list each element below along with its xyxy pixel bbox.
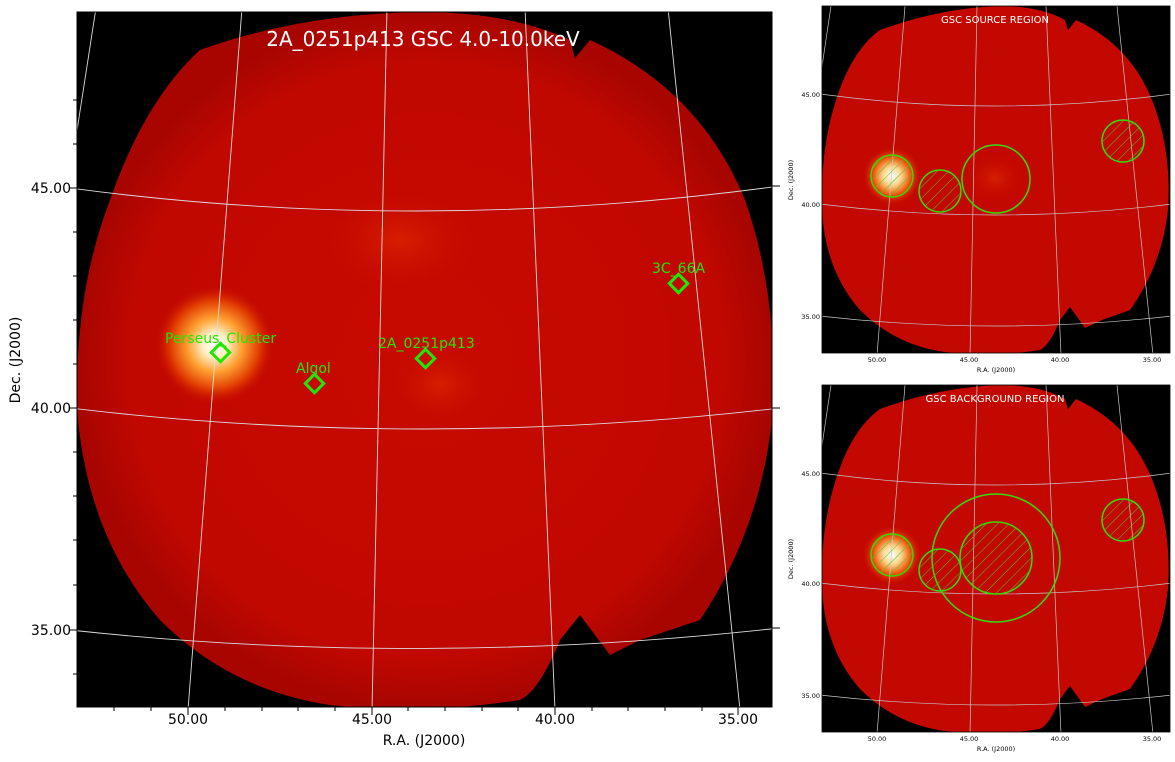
main-source-markers [209,272,690,395]
source-ylabel: Dec. (J2000) [787,160,795,200]
perseus-label: Perseus_Cluster [165,331,276,347]
background-region-panel: GSC BACKGROUND REGION 50.00 45.00 40.00 … [780,379,1175,758]
main-title: 2A_0251p413 GSC 4.0-10.0keV [266,27,580,51]
source-xtick-45: 45.00 [960,356,979,364]
background-ytick-35: 35.00 [801,692,820,700]
2a-marker[interactable] [414,347,437,370]
background-xtick-50: 50.00 [868,735,887,743]
source-algol-region[interactable] [918,169,962,213]
source-3c66a-region[interactable] [1101,119,1145,163]
main-minor-ticks [73,99,703,711]
main-ylabel: Dec. (J2000) [8,317,24,404]
background-ylabel: Dec. (J2000) [787,539,795,579]
main-xtick-50: 50.00 [168,712,208,728]
main-xtick-40: 40.00 [535,712,575,728]
source-target-region[interactable] [961,144,1031,214]
background-title: GSC BACKGROUND REGION [926,394,1065,405]
background-xlabel: R.A. (J2000) [977,745,1015,753]
source-xtick-50: 50.00 [868,356,887,364]
main-ra-grid [77,12,741,707]
source-region-panel: GSC SOURCE REGION 50.00 45.00 40.00 35.0… [780,0,1175,379]
background-ytick-40: 40.00 [801,580,820,588]
source-ytick-40: 40.00 [801,201,820,209]
background-plot-frame [821,384,1171,733]
main-perseus-blob [155,285,275,405]
source-title: GSC SOURCE REGION [941,15,1049,26]
source-2a-emission [965,153,1025,203]
source-xtick-35: 35.00 [1143,356,1162,364]
source-ytick-45: 45.00 [801,91,820,99]
background-perseus-region[interactable] [870,533,914,577]
algol-label: Algol [296,361,331,377]
background-algol-region[interactable] [918,548,962,592]
source-xlabel: R.A. (J2000) [977,366,1015,374]
background-xtick-45: 45.00 [960,735,979,743]
main-ytick-40: 40.00 [31,401,71,417]
main-dec-grid [77,186,772,649]
background-xtick-40: 40.00 [1051,735,1070,743]
main-plot-frame [76,11,773,708]
main-xlabel: R.A. (J2000) [383,733,466,749]
source-xtick-40: 40.00 [1051,356,1070,364]
main-xtick-45: 45.00 [352,712,392,728]
main-ytick-45: 45.00 [31,181,71,197]
background-exclusion-region[interactable] [959,521,1033,595]
source-perseus-region[interactable] [870,154,914,198]
main-sky-image[interactable]: Perseus_Cluster Algol 2A_0251p413 3C_66A… [0,0,780,758]
background-xtick-35: 35.00 [1143,735,1162,743]
3c66a-marker[interactable] [667,272,690,295]
main-2a-emission [390,345,490,425]
main-xtick-35: 35.00 [718,712,758,728]
background-3c66a-region[interactable] [1101,498,1145,542]
source-region-image[interactable]: GSC SOURCE REGION 50.00 45.00 40.00 35.0… [780,0,1175,379]
source-ytick-35: 35.00 [801,313,820,321]
3c66a-label: 3C_66A [652,261,705,277]
perseus-marker[interactable] [209,341,232,364]
main-ytick-35: 35.00 [31,623,71,639]
background-ytick-45: 45.00 [801,470,820,478]
algol-marker[interactable] [303,372,326,395]
main-panel: Perseus_Cluster Algol 2A_0251p413 3C_66A… [0,0,780,758]
main-ticks [69,185,780,715]
main-diffuse-emission [320,185,480,295]
background-outer-region[interactable] [931,493,1061,623]
source-plot-frame [821,5,1171,354]
2a-label: 2A_0251p413 [378,336,475,352]
background-region-image[interactable]: GSC BACKGROUND REGION 50.00 45.00 40.00 … [780,379,1175,758]
